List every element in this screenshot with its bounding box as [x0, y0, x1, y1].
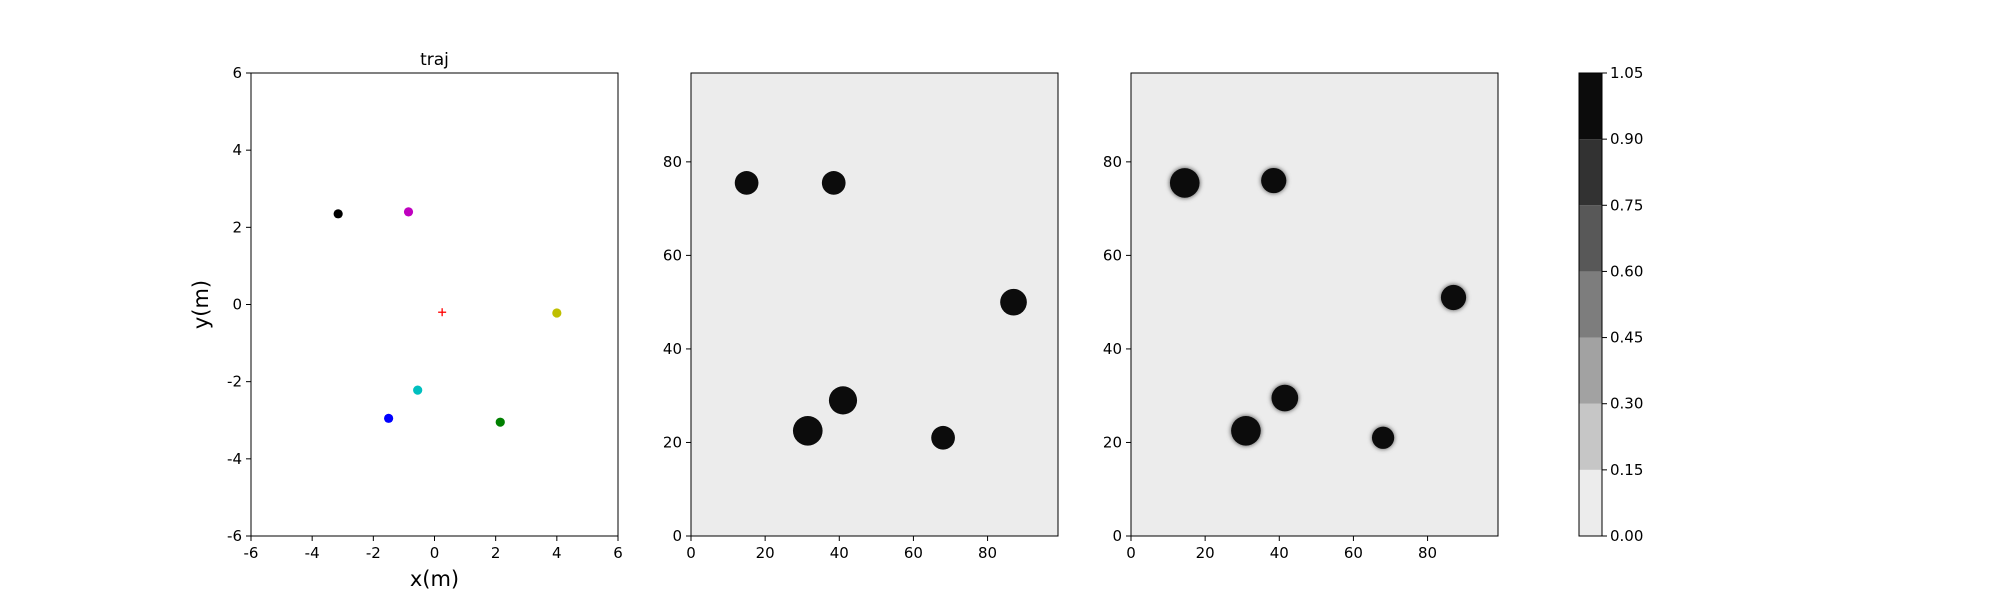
traj-y-tick-label: -4 [227, 450, 242, 468]
obstacle-blob [1271, 384, 1299, 412]
traj-y-tick-label: -6 [227, 527, 242, 545]
occupancy-map-1: 0 20 40 60 80 0 20 40 60 80 [663, 72, 1059, 562]
obstacle-blob [1169, 168, 1200, 198]
traj-x-tick-label: -4 [305, 544, 320, 562]
colorbar-band [1579, 205, 1602, 272]
map-1-background [691, 73, 1058, 536]
traj-axes-frame [250, 72, 619, 537]
colorbar-tick-label: 0.75 [1610, 196, 1643, 214]
y-axis-label: y(m) [189, 280, 213, 329]
colorbar-band [1579, 337, 1602, 404]
colorbar-tick-label: 0.00 [1610, 527, 1643, 545]
map-2-x-tick-label: 80 [1418, 544, 1437, 562]
traj-x-tick-label: 6 [613, 544, 623, 562]
map-1-x-tick-label: 60 [904, 544, 923, 562]
map-2-x-tick-label: 0 [1126, 544, 1136, 562]
map-1-y-tick-label: 80 [663, 153, 682, 171]
colorbar: 0.00 0.15 0.30 0.45 0.60 0.75 0.90 1.05 [1578, 64, 1643, 545]
map-2-x-tick-label: 60 [1344, 544, 1363, 562]
map-1-y-tick-label: 40 [663, 340, 682, 358]
traj-x-tick-label: -2 [366, 544, 381, 562]
map-2-y-tick-label: 20 [1103, 433, 1122, 451]
agent-point [552, 308, 562, 318]
map-2-x-tick-label: 40 [1270, 544, 1289, 562]
obstacle-blob [1231, 415, 1261, 446]
obstacle-blob [931, 425, 955, 450]
traj-y-tick-label: 2 [232, 218, 242, 236]
traj-title: traj [420, 50, 449, 70]
map-2-y-tick-label: 40 [1103, 340, 1122, 358]
obstacle-blob [734, 171, 759, 195]
map-1-axes-frame [690, 72, 1059, 537]
colorbar-tick-label: 1.05 [1610, 64, 1643, 82]
colorbar-tick-label: 0.45 [1610, 329, 1643, 347]
agent-point [495, 417, 505, 427]
colorbar-band [1579, 271, 1602, 338]
traj-x-tick-label: 2 [491, 544, 501, 562]
map-2-y-tick-label: 0 [1112, 527, 1122, 545]
map-1-x-tick-label: 80 [978, 544, 997, 562]
traj-plot: traj -6 -4 -2 0 2 4 6 -6 -4 -2 0 2 4 6 x(m) y(m) [189, 50, 623, 591]
map-2-x-tick-label: 20 [1196, 544, 1215, 562]
colorbar-band [1579, 139, 1602, 206]
obstacle-blob [821, 171, 846, 195]
colorbar-tick-label: 0.90 [1610, 130, 1643, 148]
traj-x-tick-label: 0 [430, 544, 440, 562]
map-1-x-tick-label: 40 [830, 544, 849, 562]
agent-point [403, 207, 414, 217]
map-1-y-tick-label: 60 [663, 246, 682, 264]
agent-point [413, 385, 423, 395]
map-2-background [1131, 73, 1498, 536]
x-axis-label: x(m) [410, 567, 459, 591]
agent-point [333, 209, 343, 219]
colorbar-band [1579, 73, 1602, 140]
traj-y-tick-label: -2 [227, 373, 242, 391]
agent-point [384, 413, 394, 423]
map-2-axes-frame [1130, 72, 1499, 537]
obstacle-blob [1371, 426, 1395, 449]
traj-x-tick-label: -6 [244, 544, 259, 562]
colorbar-band [1579, 469, 1602, 536]
traj-y-tick-label: 6 [232, 64, 242, 82]
target-plus-marker [438, 308, 447, 317]
colorbar-band [1579, 403, 1602, 470]
map-1-y-tick-label: 0 [672, 527, 682, 545]
obstacle-blob [1000, 288, 1027, 316]
colorbar-tick-label: 0.15 [1610, 461, 1643, 479]
occupancy-map-2: 0 20 40 60 80 0 20 40 60 80 [1103, 72, 1499, 562]
map-1-x-tick-label: 20 [756, 544, 775, 562]
obstacle-blob [792, 415, 823, 446]
map-1-x-tick-label: 0 [686, 544, 696, 562]
map-1-y-tick-label: 20 [663, 433, 682, 451]
traj-y-tick-label: 4 [232, 141, 242, 159]
colorbar-frame [1578, 72, 1603, 537]
map-2-y-tick-label: 80 [1103, 153, 1122, 171]
obstacle-blob [1261, 167, 1287, 194]
obstacle-blob [828, 386, 858, 415]
colorbar-tick-label: 0.60 [1610, 262, 1643, 280]
map-2-y-tick-label: 60 [1103, 246, 1122, 264]
colorbar-tick-label: 0.30 [1610, 395, 1643, 413]
obstacle-blob [1440, 284, 1467, 311]
traj-x-tick-label: 4 [552, 544, 562, 562]
traj-y-tick-label: 0 [232, 296, 242, 314]
